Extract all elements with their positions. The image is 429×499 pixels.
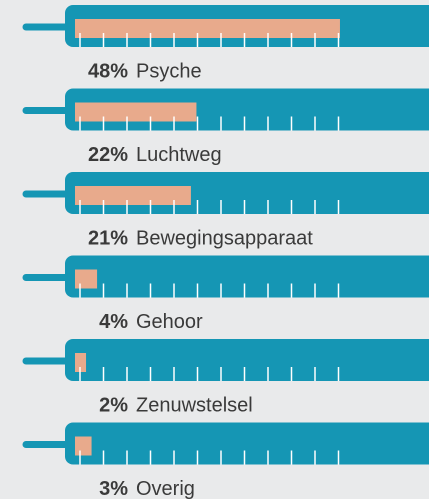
category-label: Gehoor [136,311,203,333]
category-label: Luchtweg [136,144,222,166]
tube [65,339,429,381]
bar [75,436,92,456]
category-label: Overig [136,478,195,499]
tube [65,255,429,298]
tube [65,422,429,465]
bar [75,102,197,122]
value-label: 22% [88,144,128,166]
category-label: Psyche [136,60,202,82]
value-label: 4% [99,311,128,333]
bar [75,19,340,38]
value-label: 2% [99,394,128,416]
bar [75,269,98,289]
value-label: 21% [88,227,128,249]
value-label: 48% [88,60,128,82]
category-label: Zenuwstelsel [136,394,253,416]
value-label: 3% [99,478,128,499]
bar [75,353,87,372]
category-label: Bewegingsapparaat [136,227,313,249]
